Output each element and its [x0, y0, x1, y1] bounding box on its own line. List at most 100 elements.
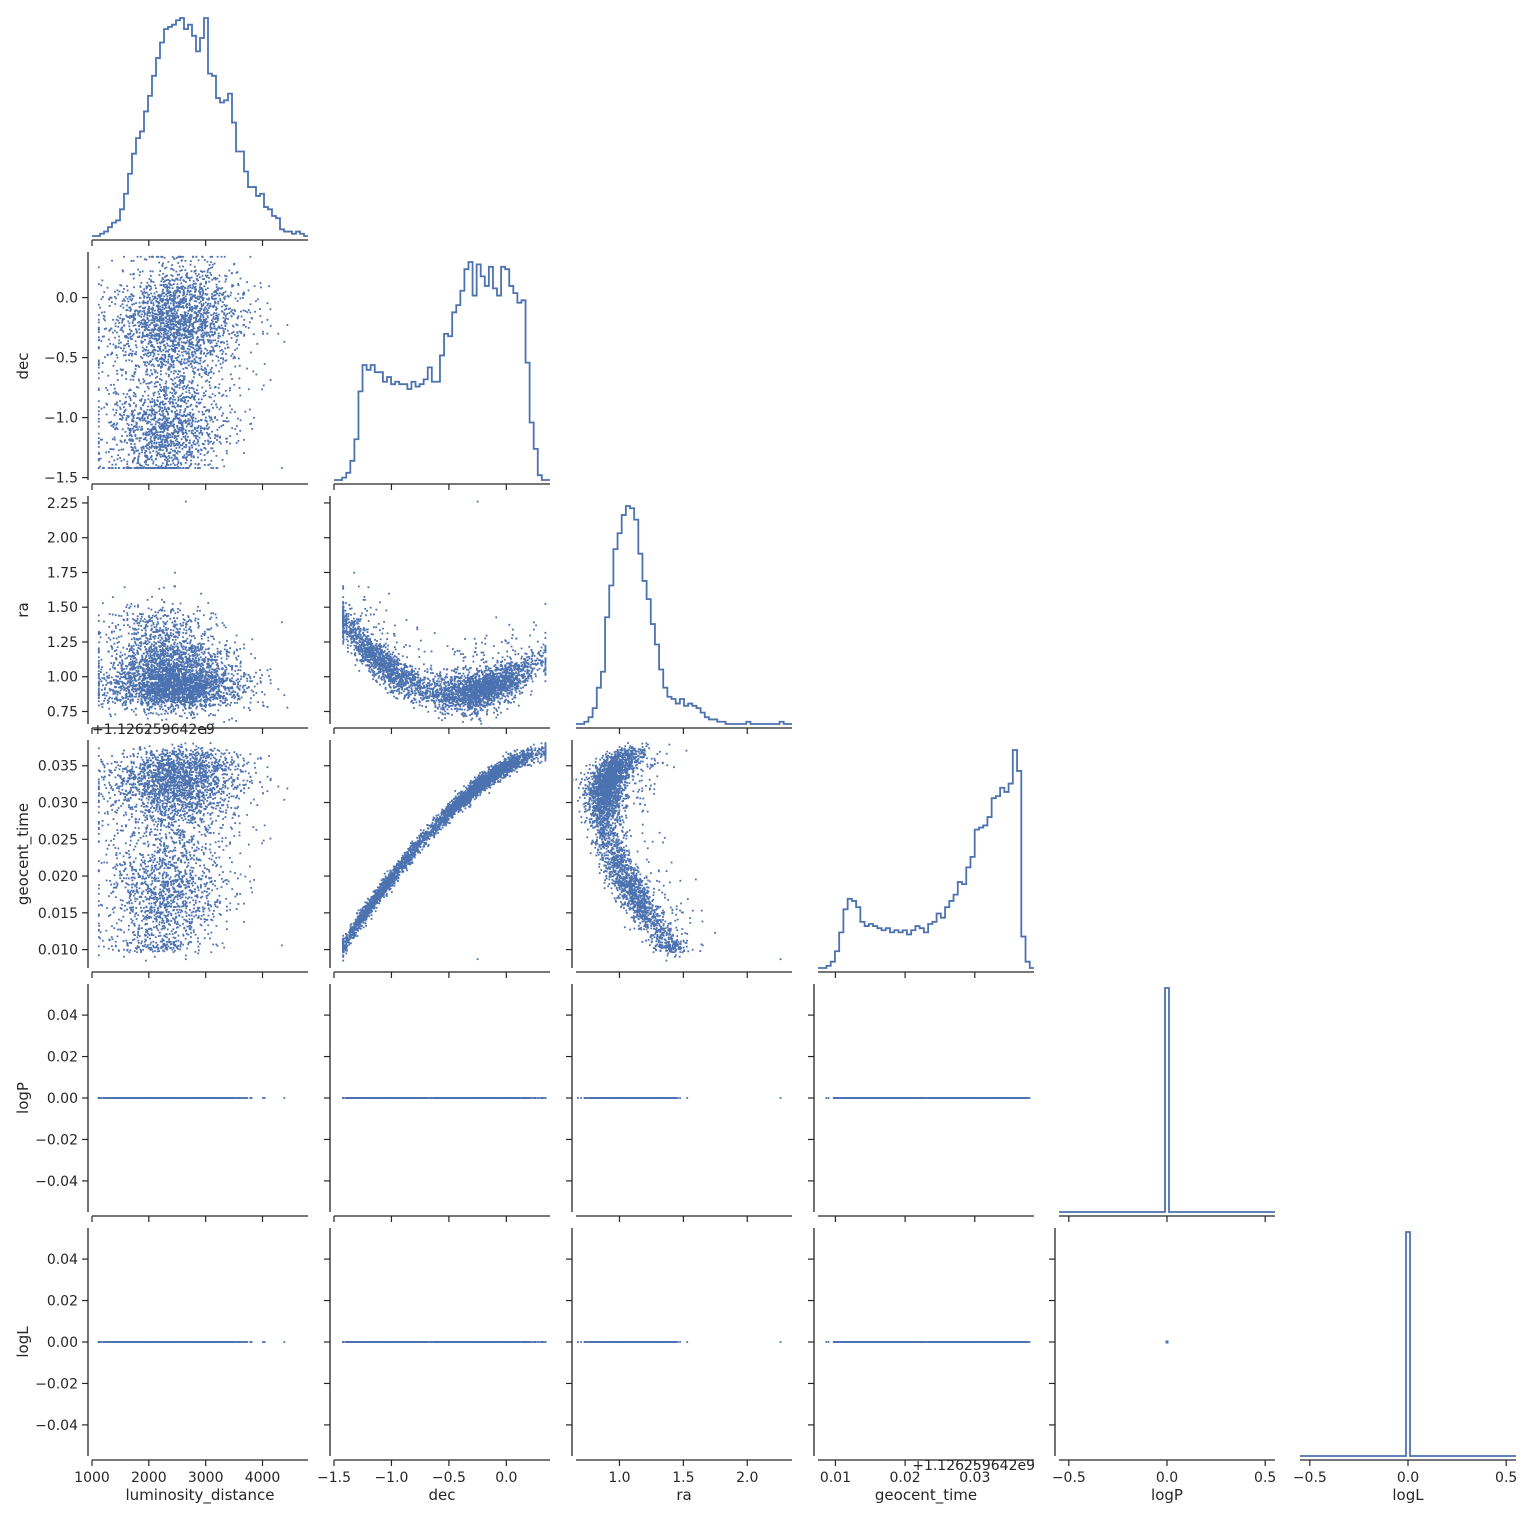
scatter-point [150, 711, 152, 714]
scatter-point [160, 280, 163, 283]
scatter-point [231, 377, 233, 380]
scatter-point [176, 289, 179, 292]
scatter-point [124, 336, 127, 339]
scatter-point [195, 255, 198, 258]
scatter-point [177, 255, 180, 258]
panel-luminosity_distance-vs-luminosity_distance [91, 17, 308, 246]
scatter-point [198, 311, 201, 314]
scatter-point [162, 417, 165, 420]
scatter-point [179, 374, 182, 377]
scatter-point [123, 413, 125, 416]
scatter-point [150, 369, 152, 372]
scatter-point [147, 310, 150, 313]
scatter-point [215, 306, 218, 309]
scatter-point [202, 315, 205, 318]
scatter-point [176, 463, 179, 466]
scatter-point [202, 361, 205, 363]
scatter-point [220, 310, 223, 313]
scatter-point [197, 369, 199, 371]
scatter-point [163, 292, 165, 295]
scatter-point [156, 403, 159, 406]
scatter-point [207, 662, 210, 665]
scatter-point [195, 392, 198, 395]
scatter-point [154, 357, 157, 360]
scatter-point [143, 328, 146, 331]
scatter-point [153, 321, 156, 323]
scatter-point [167, 344, 169, 347]
scatter-point [172, 312, 175, 315]
scatter-point [280, 621, 283, 624]
scatter-point [187, 321, 190, 323]
scatter-point [144, 452, 146, 454]
scatter-point [172, 440, 174, 443]
scatter-point [163, 340, 166, 343]
scatter-point [188, 429, 191, 432]
scatter-point [167, 350, 170, 353]
scatter-point [167, 286, 170, 289]
scatter-point [190, 308, 193, 311]
scatter-point [182, 255, 185, 258]
scatter-point [146, 352, 149, 355]
scatter-point [127, 342, 130, 345]
scatter-point [189, 318, 192, 321]
scatter-point [101, 706, 104, 708]
scatter-point [236, 331, 239, 334]
scatter-point [195, 277, 198, 280]
scatter-point [149, 354, 152, 357]
scatter-point [99, 457, 102, 460]
scatter-point [135, 309, 138, 312]
scatter-point [148, 363, 150, 365]
scatter-point [119, 368, 122, 371]
scatter-point [199, 323, 202, 326]
scatter-point [192, 327, 195, 330]
scatter-point [229, 294, 232, 297]
scatter-point [202, 340, 205, 343]
scatter-point [181, 425, 184, 427]
scatter-point [137, 644, 140, 647]
scatter-point [158, 293, 161, 296]
scatter-point [178, 413, 181, 416]
scatter-point [190, 429, 193, 432]
scatter-point [110, 420, 113, 423]
scatter-point [216, 428, 219, 431]
panel-dec-vs-dec [333, 261, 550, 490]
scatter-point [148, 351, 150, 354]
scatter-point [160, 365, 162, 368]
scatter-point [189, 286, 192, 289]
scatter-point [191, 346, 194, 349]
scatter-point [221, 301, 224, 303]
scatter-point [230, 337, 233, 339]
scatter-point [188, 306, 191, 309]
scatter-point [136, 336, 139, 339]
scatter-point [130, 649, 133, 652]
scatter-point [175, 438, 178, 441]
scatter-point [161, 357, 164, 360]
scatter-point [142, 294, 145, 297]
scatter-point [163, 452, 166, 455]
scatter-point [164, 350, 167, 353]
scatter-point [166, 286, 169, 289]
scatter-point [132, 425, 135, 428]
scatter-point [173, 449, 176, 452]
scatter-point [190, 432, 193, 434]
scatter-point [138, 437, 141, 440]
scatter-point [132, 259, 135, 262]
scatter-point [192, 647, 195, 650]
scatter-point [112, 343, 115, 346]
scatter-point [188, 441, 191, 444]
scatter-point [146, 415, 149, 418]
scatter-point [182, 426, 184, 429]
scatter-point [143, 322, 146, 325]
scatter-point [124, 402, 126, 405]
scatter-point [97, 440, 100, 443]
scatter-point [146, 431, 148, 434]
scatter-point [184, 437, 187, 440]
scatter-point [183, 330, 186, 333]
scatter-point [169, 401, 172, 404]
scatter-point [171, 398, 174, 401]
scatter-point [148, 448, 150, 451]
scatter-point [176, 328, 179, 331]
scatter-point [159, 455, 162, 458]
scatter-point [118, 467, 120, 469]
scatter-point [157, 350, 159, 353]
